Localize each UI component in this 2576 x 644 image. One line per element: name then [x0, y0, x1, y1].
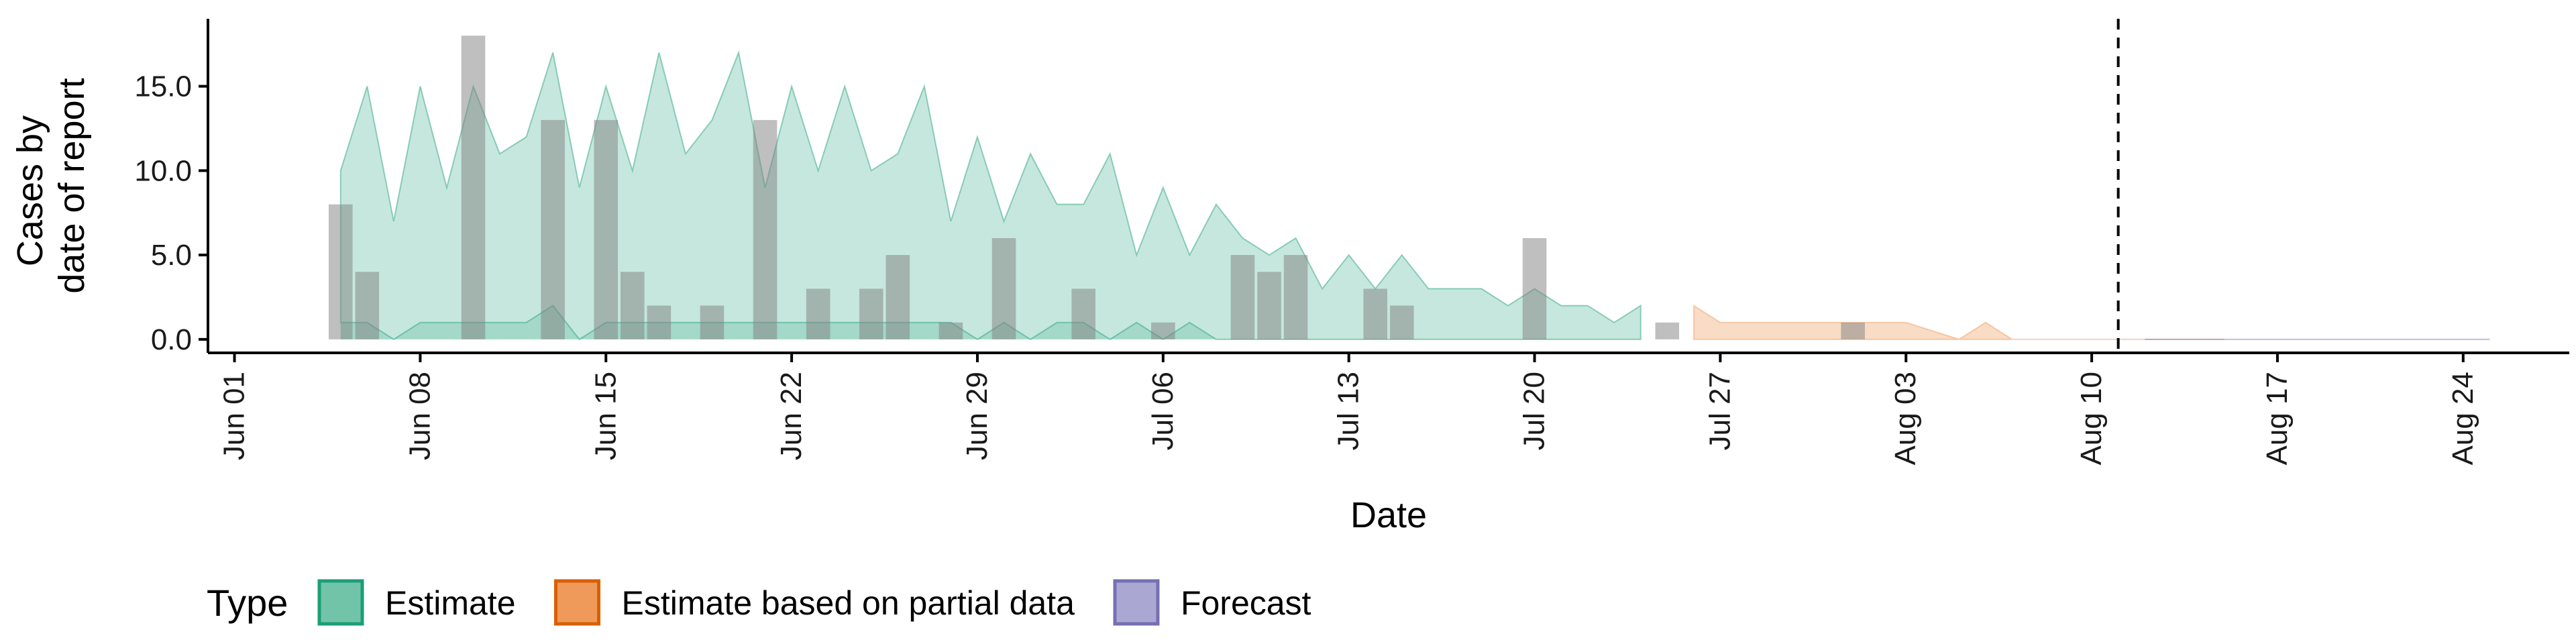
x-tick-label: Jun 22 [775, 372, 808, 460]
x-tick-label: Jul 13 [1332, 372, 1365, 450]
x-tick-label: Aug 24 [2447, 372, 2479, 465]
observed-bar [938, 322, 963, 339]
x-axis-title: Date [1350, 495, 1427, 535]
x-axis-ticks: Jun 01 Jun 08 Jun 15 Jun 22 Jun 29 Jul 06 Jul … [218, 353, 2479, 465]
x-tick-label: Aug 17 [2261, 372, 2294, 465]
observed-bar [1655, 322, 1680, 339]
legend-label: Estimate [385, 584, 516, 622]
x-tick-label: Jul 06 [1146, 372, 1179, 450]
y-tick-label: 0.0 [151, 323, 192, 356]
observed-bar [1522, 237, 1547, 339]
observed-bar [328, 204, 353, 339]
x-tick-label: Jun 29 [961, 372, 994, 460]
observed-bar [541, 119, 565, 339]
y-axis-title-line-2: date of report [52, 78, 92, 293]
observed-bar [1071, 288, 1095, 339]
legend-items: Estimate Estimate based on partial data Fo… [317, 579, 1311, 626]
x-tick-label: Jun 15 [589, 372, 622, 460]
legend-label: Forecast [1181, 584, 1311, 622]
legend-label: Estimate based on partial data [622, 584, 1075, 622]
observed-bar [806, 288, 830, 339]
x-tick-label: Jun 08 [403, 372, 436, 460]
legend-swatch [1113, 579, 1160, 626]
observed-bar [991, 237, 1016, 339]
observed-bar [355, 272, 380, 339]
observed-cases-bars [328, 36, 1865, 339]
observed-bar [647, 305, 672, 339]
observed-bar [859, 288, 883, 339]
legend-swatch [554, 579, 601, 626]
x-tick-label: Jun 01 [218, 372, 251, 460]
ribbon-layer [339, 50, 2490, 341]
legend-title: Type [207, 582, 288, 624]
observed-bar [1230, 255, 1255, 339]
estimate-band [339, 50, 1642, 341]
x-tick-label: Jul 27 [1703, 372, 1736, 450]
x-tick-label: Jul 20 [1518, 372, 1551, 450]
y-axis-title: Cases by date of report [10, 78, 92, 293]
y-axis-ticks: 0.0 5.0 10.0 15.0 [134, 70, 208, 356]
x-tick-label: Aug 10 [2075, 372, 2108, 465]
observed-bar [461, 36, 486, 339]
observed-bar [1151, 322, 1175, 339]
observed-bar [700, 305, 724, 339]
observed-bar [1389, 305, 1414, 339]
observed-bar [1257, 272, 1281, 339]
x-tick-label: Aug 03 [1889, 372, 1922, 465]
y-tick-label: 5.0 [151, 239, 192, 272]
observed-bar [621, 272, 645, 339]
observed-bar [1363, 288, 1388, 339]
y-tick-label: 15.0 [134, 70, 192, 103]
observed-bar [1841, 322, 1865, 339]
y-tick-label: 10.0 [134, 154, 192, 187]
legend: Type Estimate Estimate based on partial d… [207, 579, 1311, 626]
observed-bar [885, 255, 910, 339]
observed-bar [1283, 255, 1308, 339]
y-axis-title-line-1: Cases by [10, 115, 50, 266]
observed-bar [594, 119, 619, 339]
partial-band [1693, 304, 2224, 340]
legend-swatch [317, 579, 364, 626]
observed-bar [753, 119, 777, 339]
